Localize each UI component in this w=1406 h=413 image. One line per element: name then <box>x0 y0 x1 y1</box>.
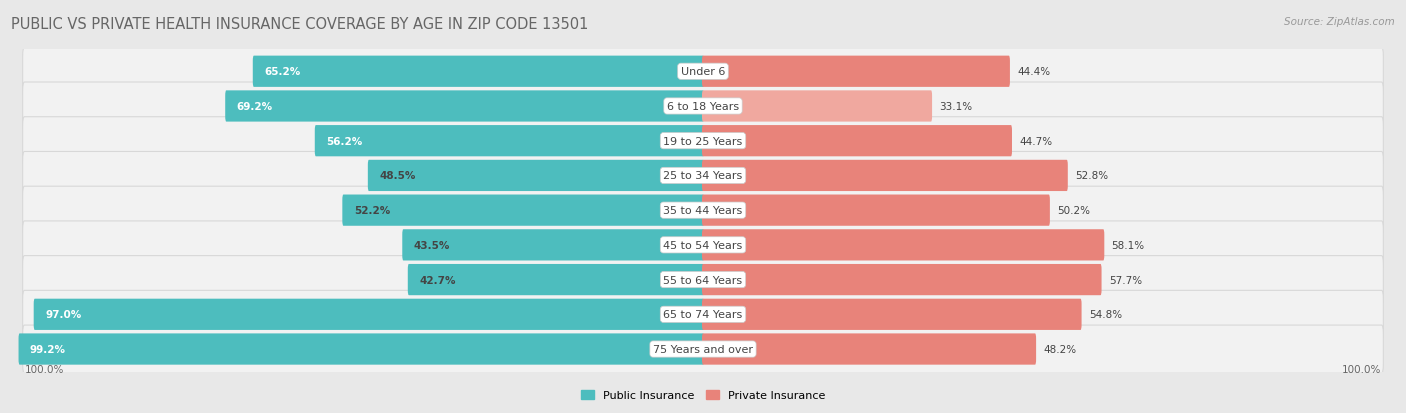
FancyBboxPatch shape <box>702 126 1012 157</box>
Text: 69.2%: 69.2% <box>236 102 273 112</box>
FancyBboxPatch shape <box>253 57 704 88</box>
Text: 65.2%: 65.2% <box>264 67 301 77</box>
Text: 100.0%: 100.0% <box>24 364 63 374</box>
Text: 57.7%: 57.7% <box>1109 275 1142 285</box>
FancyBboxPatch shape <box>22 117 1384 165</box>
FancyBboxPatch shape <box>22 48 1384 96</box>
Text: 25 to 34 Years: 25 to 34 Years <box>664 171 742 181</box>
FancyBboxPatch shape <box>315 126 704 157</box>
Text: Source: ZipAtlas.com: Source: ZipAtlas.com <box>1284 17 1395 26</box>
Text: 45 to 54 Years: 45 to 54 Years <box>664 240 742 250</box>
FancyBboxPatch shape <box>408 264 704 295</box>
FancyBboxPatch shape <box>225 91 704 122</box>
FancyBboxPatch shape <box>22 291 1384 338</box>
Text: 48.2%: 48.2% <box>1043 344 1077 354</box>
Text: 97.0%: 97.0% <box>45 310 82 320</box>
FancyBboxPatch shape <box>702 299 1081 330</box>
Text: 35 to 44 Years: 35 to 44 Years <box>664 206 742 216</box>
Text: 100.0%: 100.0% <box>1343 364 1382 374</box>
Text: 48.5%: 48.5% <box>380 171 416 181</box>
FancyBboxPatch shape <box>702 57 1010 88</box>
Text: 44.4%: 44.4% <box>1017 67 1050 77</box>
FancyBboxPatch shape <box>342 195 704 226</box>
Text: 42.7%: 42.7% <box>419 275 456 285</box>
Text: PUBLIC VS PRIVATE HEALTH INSURANCE COVERAGE BY AGE IN ZIP CODE 13501: PUBLIC VS PRIVATE HEALTH INSURANCE COVER… <box>11 17 589 31</box>
Text: 19 to 25 Years: 19 to 25 Years <box>664 136 742 146</box>
Text: 43.5%: 43.5% <box>413 240 450 250</box>
FancyBboxPatch shape <box>22 256 1384 304</box>
FancyBboxPatch shape <box>702 264 1101 295</box>
Text: 56.2%: 56.2% <box>326 136 363 146</box>
FancyBboxPatch shape <box>402 230 704 261</box>
FancyBboxPatch shape <box>702 195 1050 226</box>
Text: 52.8%: 52.8% <box>1076 171 1108 181</box>
Text: 6 to 18 Years: 6 to 18 Years <box>666 102 740 112</box>
FancyBboxPatch shape <box>22 83 1384 131</box>
Legend: Public Insurance, Private Insurance: Public Insurance, Private Insurance <box>576 385 830 405</box>
Text: Under 6: Under 6 <box>681 67 725 77</box>
FancyBboxPatch shape <box>22 152 1384 200</box>
Text: 58.1%: 58.1% <box>1112 240 1144 250</box>
FancyBboxPatch shape <box>368 160 704 192</box>
Text: 33.1%: 33.1% <box>939 102 973 112</box>
FancyBboxPatch shape <box>22 187 1384 235</box>
Text: 65 to 74 Years: 65 to 74 Years <box>664 310 742 320</box>
FancyBboxPatch shape <box>702 230 1104 261</box>
FancyBboxPatch shape <box>34 299 704 330</box>
Text: 44.7%: 44.7% <box>1019 136 1052 146</box>
FancyBboxPatch shape <box>702 334 1036 365</box>
FancyBboxPatch shape <box>22 325 1384 373</box>
Text: 52.2%: 52.2% <box>354 206 389 216</box>
Text: 55 to 64 Years: 55 to 64 Years <box>664 275 742 285</box>
FancyBboxPatch shape <box>702 160 1067 192</box>
Text: 50.2%: 50.2% <box>1057 206 1090 216</box>
FancyBboxPatch shape <box>18 334 704 365</box>
FancyBboxPatch shape <box>702 91 932 122</box>
Text: 75 Years and over: 75 Years and over <box>652 344 754 354</box>
Text: 99.2%: 99.2% <box>30 344 66 354</box>
FancyBboxPatch shape <box>22 221 1384 269</box>
Text: 54.8%: 54.8% <box>1088 310 1122 320</box>
